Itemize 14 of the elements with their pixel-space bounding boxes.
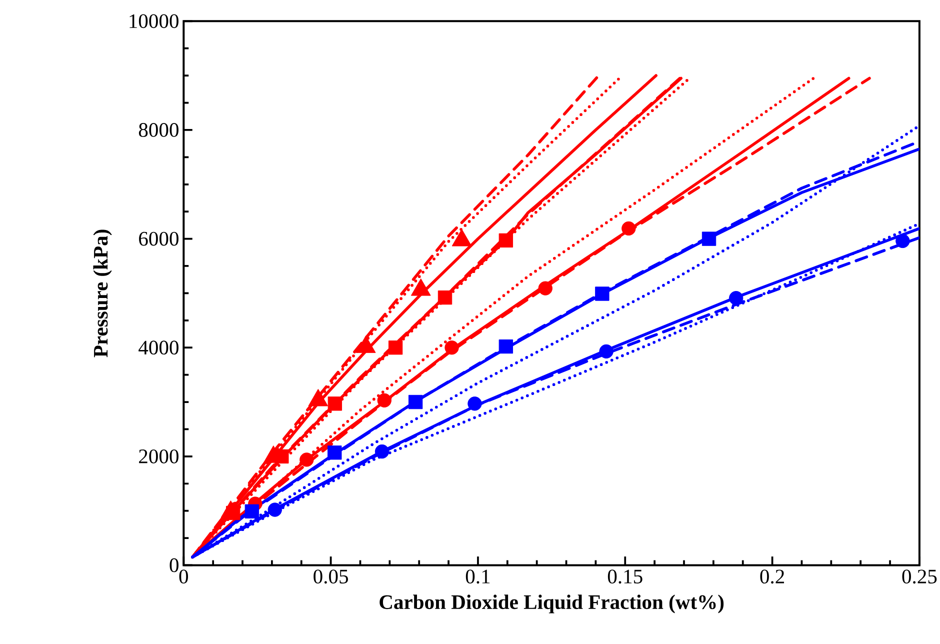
y-tick-label: 6000: [139, 232, 178, 246]
y-tick-label: 8000: [138, 123, 178, 138]
x-tick-label: 0.1: [466, 570, 490, 584]
x-tick-label: 0.25: [902, 570, 937, 584]
x-axis-title: Carbon Dioxide Liquid Fraction (wt%): [380, 594, 724, 614]
y-tick-label: 4000: [138, 340, 178, 355]
x-tick-label: 0.15: [608, 570, 642, 584]
x-tick-label: 0.05: [314, 570, 348, 584]
y-tick-label: 0: [170, 558, 178, 572]
x-tick-label: 0.2: [760, 570, 784, 584]
y-axis-title: Pressure (kPa): [93, 230, 112, 358]
y-tick-label: 10000: [130, 14, 178, 28]
y-tick-label: 2000: [139, 450, 178, 464]
x-tick-label: 0: [179, 570, 188, 584]
